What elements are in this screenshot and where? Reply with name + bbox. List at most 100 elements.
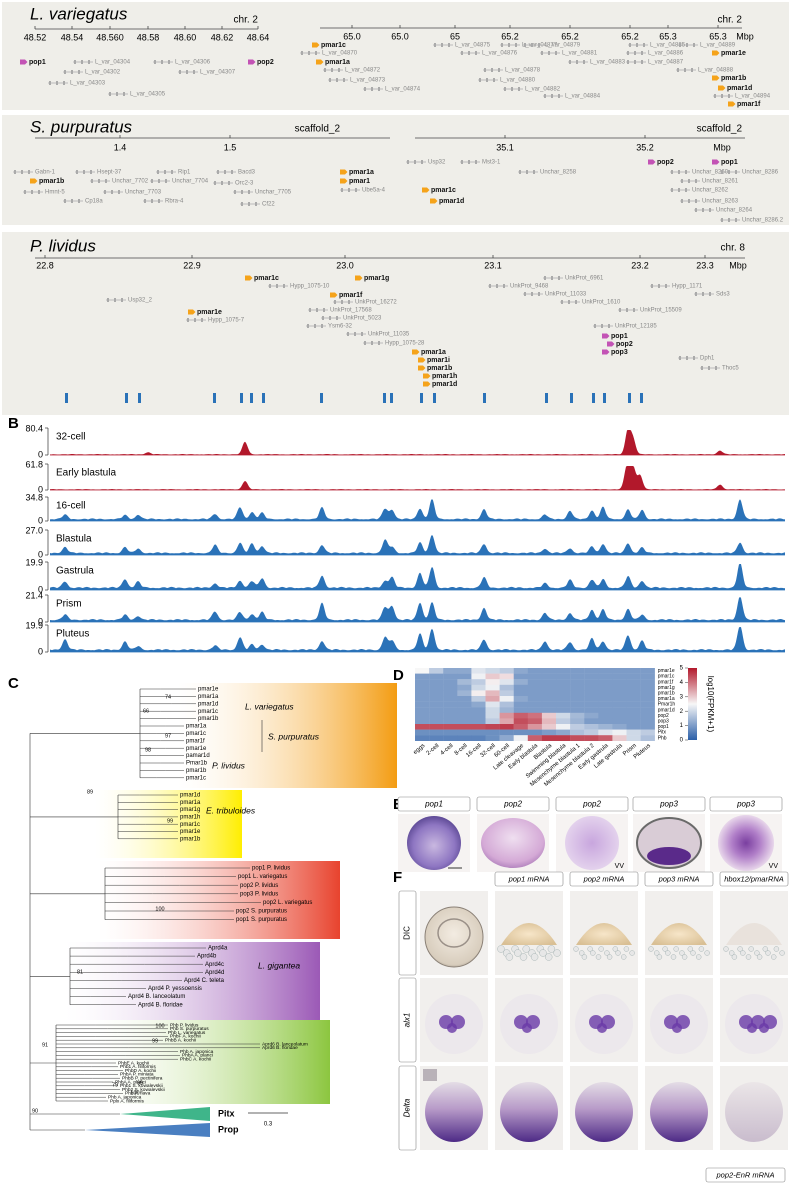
gene-exon — [407, 160, 409, 164]
row-label: Pmar1h — [658, 702, 676, 708]
gene-exon — [421, 160, 423, 164]
leaf-label: pmar1c — [198, 709, 218, 715]
clade-box — [65, 942, 320, 1020]
leaf-label: Aprd4a — [208, 946, 228, 952]
gene-exon — [568, 300, 570, 304]
heatmap-cell — [584, 679, 599, 685]
heatmap-cell — [415, 701, 430, 708]
gene-label: UnkProt_11035 — [368, 332, 410, 338]
gene-label: L_var_04303 — [70, 81, 106, 87]
gene-exon — [665, 284, 667, 288]
bootstrap: 100 — [130, 1090, 139, 1096]
heatmap-cell — [612, 673, 627, 680]
gene-label: Cp18a — [85, 199, 103, 205]
gene-exon — [715, 366, 717, 370]
ruler-label: Mbp — [729, 260, 747, 270]
heatmap-cell — [626, 701, 641, 708]
heatmap-cell — [598, 696, 613, 702]
embryo — [424, 906, 484, 968]
gene-exon — [479, 78, 481, 82]
heatmap-cell — [541, 729, 557, 736]
heatmap-cell — [640, 701, 655, 708]
ruler-label: 65.0 — [343, 31, 361, 41]
clade-species: P. lividus — [212, 760, 246, 770]
ruler-label: 23.0 — [336, 260, 354, 270]
enhancer-bar — [65, 393, 68, 403]
embryo — [407, 816, 461, 870]
leaf-label: pmar1g — [180, 807, 200, 813]
enhancer-bar — [383, 393, 386, 403]
track-name: Gastrula — [56, 566, 94, 577]
row-label: pmar1a — [658, 696, 675, 702]
row-label: DIC — [403, 926, 412, 940]
gene-arrow — [245, 275, 253, 281]
view-note: VV — [615, 863, 625, 870]
leaf-label: Phb A. japonica — [108, 1094, 142, 1100]
gene-label: pop1 — [29, 59, 46, 66]
gene-exon — [248, 202, 250, 206]
header-box — [709, 796, 783, 812]
leaf-label: pmar1b — [186, 768, 207, 774]
clade-species: E. tribuloides — [206, 805, 256, 815]
leaf-label: PhbA A. planci — [115, 1079, 146, 1085]
heatmap-cell — [485, 668, 500, 674]
leaf-label: pmar1h — [180, 814, 200, 820]
heatmap-cell — [612, 707, 627, 713]
gene-label: L_var_04307 — [200, 70, 236, 76]
gene-exon — [154, 60, 156, 64]
gene-exon — [329, 78, 331, 82]
gene-exon — [484, 68, 486, 72]
heatmap-cell — [443, 679, 458, 685]
gene-exon — [468, 51, 470, 55]
track-min: 0 — [38, 515, 43, 525]
gene-exon — [109, 92, 111, 96]
row-label: pop3 — [658, 719, 669, 725]
gene-exon — [721, 94, 723, 98]
cell — [595, 954, 602, 960]
leaf-label: PhbB P. pectinifera — [122, 1075, 163, 1081]
cell — [621, 954, 627, 960]
gene-exon — [551, 94, 553, 98]
heatmap-cell — [527, 718, 543, 725]
heatmap-cell — [499, 729, 514, 736]
gene-exon — [685, 188, 687, 192]
heatmap-cell — [612, 690, 627, 697]
scale-label: 0.3 — [264, 1122, 273, 1128]
heatmap-cell — [415, 679, 430, 685]
embryo — [718, 815, 774, 871]
leaf-label: pop1 S. purpuratus — [236, 917, 287, 923]
leaf-label: pop1 L. variegatus — [238, 874, 287, 880]
heatmap-cell — [443, 701, 458, 708]
heatmap-cell — [584, 701, 599, 708]
gene-label: L_var_04886 — [648, 51, 684, 57]
gene-exon — [316, 308, 318, 312]
gene-label: pmar1a — [325, 59, 350, 66]
view-note: VV — [769, 863, 779, 870]
gene-label: Cf22 — [262, 202, 275, 208]
gene-label: L_var_04888 — [698, 68, 734, 74]
gene-exon — [555, 51, 557, 55]
gene-label: Unchar_8264 — [716, 208, 753, 214]
gene-arrow — [316, 59, 324, 65]
gene-exon — [491, 68, 493, 72]
stain — [526, 1015, 540, 1029]
gene-arrow — [712, 159, 720, 165]
gene-arrow — [412, 349, 420, 355]
gene-label: UnkProt_9468 — [510, 284, 549, 290]
gene-exon — [71, 199, 73, 203]
heatmap-cell — [570, 718, 585, 725]
gene-label: Unchar_7705 — [255, 190, 292, 196]
gene-exon — [641, 60, 643, 64]
gene-label: pop2 — [657, 159, 674, 166]
track-min: 0 — [38, 584, 43, 594]
gene-label: Usp32 — [428, 160, 446, 166]
stain — [601, 1015, 615, 1029]
ruler-label: 48.54 — [61, 32, 84, 42]
row-label: pop1 — [658, 724, 669, 730]
gene-exon — [702, 208, 704, 212]
signal-track — [50, 564, 785, 590]
gene-exon — [679, 43, 681, 47]
gene-exon — [524, 292, 526, 296]
gene-arrow — [718, 85, 726, 91]
gene-label: pmar1d — [439, 198, 464, 205]
